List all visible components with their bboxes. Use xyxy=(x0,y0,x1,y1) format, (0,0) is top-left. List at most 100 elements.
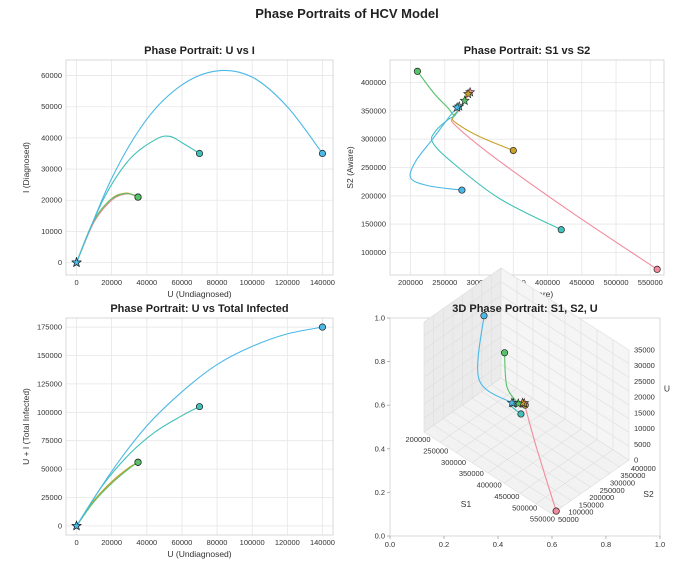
y-axis-label: I (Diagnosed) xyxy=(21,142,31,193)
y-tick-label: 175000 xyxy=(37,323,62,332)
floor-gridline xyxy=(503,429,582,484)
end-marker-traj-5 xyxy=(71,257,82,267)
x-tick-label: 120000 xyxy=(275,278,300,287)
y-tick-label: 125000 xyxy=(37,379,62,388)
s2-tick-label: 150000 xyxy=(579,500,604,509)
plot-frame xyxy=(65,59,334,276)
back-pane-gridline xyxy=(500,308,630,392)
floor-gridline xyxy=(491,384,620,468)
frame-x-tick-label: 0.2 xyxy=(439,540,449,549)
left-pane-gridline xyxy=(423,281,502,336)
y-tick-label: 400000 xyxy=(361,78,386,87)
y-tick-label: 150000 xyxy=(37,351,62,360)
x-tick-label: 100000 xyxy=(240,278,265,287)
start-marker-traj-5 xyxy=(318,323,327,331)
s2-axis-label: S2 xyxy=(643,489,654,499)
y-tick-label: 0 xyxy=(58,521,62,530)
s2-tick-label: 300000 xyxy=(610,479,635,488)
x-tick-label: 40000 xyxy=(136,538,157,547)
panel-3d-s1-s2-u: 0.0 0.2 0.4 0.6 0.8 1.0 0.0 0.2 0.4 0.6 0.8 1.0 2000… xyxy=(375,267,670,549)
frame-y-tick-label: 0.4 xyxy=(375,444,385,453)
x-axis-label: U (Undiagnosed) xyxy=(167,289,231,299)
end-marker-traj-5 xyxy=(71,520,82,531)
s2-tick-label: 50000 xyxy=(558,515,579,524)
start-marker-traj-4 xyxy=(195,149,204,158)
plot-area xyxy=(66,60,333,275)
y-tick-label: 100000 xyxy=(37,408,62,417)
back-pane-gridline xyxy=(500,295,630,378)
start-marker-traj-4 xyxy=(557,226,565,234)
frame-y-tick-label: 0.2 xyxy=(375,488,385,497)
start-marker-3d-traj-3 xyxy=(501,349,509,357)
series-line-traj-1 xyxy=(450,92,658,270)
left-pane-gridline xyxy=(423,322,502,378)
x-tick-label: 80000 xyxy=(207,538,228,547)
u-tick-label: 20000 xyxy=(634,393,655,402)
frame-y-tick-label: 0.6 xyxy=(375,401,385,410)
x-tick-label: 200000 xyxy=(398,278,423,287)
u-tick-label: 5000 xyxy=(634,440,651,449)
series-line-traj-5 xyxy=(409,107,462,191)
x-tick-label: 100000 xyxy=(240,538,265,547)
floor-gridline xyxy=(535,449,614,504)
y-tick-label: 50000 xyxy=(41,102,62,111)
u-tick-label: 25000 xyxy=(634,377,655,386)
start-marker-traj-4 xyxy=(195,403,204,411)
frame-y-tick-label: 0.8 xyxy=(375,357,385,366)
s2-tick-label: 200000 xyxy=(589,493,614,502)
x-tick-label: 250000 xyxy=(432,278,457,287)
panel-title: 3D Phase Portrait: S1, S2, U xyxy=(452,303,598,315)
x-axis-label: U (Undiagnosed) xyxy=(167,549,231,559)
x-tick-label: 0 xyxy=(74,278,78,287)
y-tick-label: 300000 xyxy=(361,135,386,144)
s2-tick-label: 350000 xyxy=(620,471,645,480)
s1-tick-label: 400000 xyxy=(477,481,502,490)
panel-title: Phase Portrait: U vs Total Infected xyxy=(110,303,288,315)
s1-tick-label: 250000 xyxy=(423,446,448,455)
x-tick-label: 0 xyxy=(74,538,78,547)
y-tick-label: 50000 xyxy=(41,465,62,474)
y-tick-label: 150000 xyxy=(361,220,386,229)
x-tick-label: 20000 xyxy=(101,538,122,547)
y-tick-label: 350000 xyxy=(361,106,386,115)
plot-frame xyxy=(65,317,334,536)
x-tick-label: 20000 xyxy=(101,278,122,287)
y-tick-label: 100000 xyxy=(361,248,386,257)
x-tick-label: 140000 xyxy=(310,278,335,287)
end-marker-traj-2 xyxy=(462,88,474,99)
end-marker-traj-3 xyxy=(459,95,470,106)
plot-area xyxy=(66,318,333,535)
x-tick-label: 550000 xyxy=(638,278,663,287)
start-marker-traj-5 xyxy=(458,186,466,194)
x-tick-label: 450000 xyxy=(569,278,594,287)
frame-y-tick-label: 0.0 xyxy=(375,532,385,541)
start-marker-3d-traj-4 xyxy=(517,410,525,418)
panel-title: Phase Portrait: U vs I xyxy=(144,45,255,57)
back-pane-gridline xyxy=(500,281,630,365)
x-tick-label: 60000 xyxy=(172,278,193,287)
y-tick-label: 0 xyxy=(58,258,62,267)
left-pane-gridline xyxy=(423,295,502,350)
y-axis-label: S2 (Aware) xyxy=(345,146,355,189)
s1-tick-label: 450000 xyxy=(494,492,519,501)
u-tick-label: 10000 xyxy=(634,424,655,433)
u-tick-label: 35000 xyxy=(634,346,655,355)
u-tick-label: 30000 xyxy=(634,361,655,370)
y-tick-label: 30000 xyxy=(41,165,62,174)
y-tick-label: 25000 xyxy=(41,493,62,502)
frame-x-tick-label: 1.0 xyxy=(655,540,665,549)
panel-title: Phase Portrait: S1 vs S2 xyxy=(464,45,591,57)
x-tick-label: 60000 xyxy=(172,538,193,547)
s1-tick-label: 200000 xyxy=(405,435,430,444)
plot-frame xyxy=(389,59,665,276)
series-line-traj-5 xyxy=(76,326,323,527)
x-tick-label: 120000 xyxy=(275,538,300,547)
frame-x-tick-label: 0.0 xyxy=(385,540,395,549)
y-axis-label: U + I (Total Infected) xyxy=(21,388,31,465)
series-line-3d-traj-5 xyxy=(477,315,513,404)
start-marker-3d-traj-1 xyxy=(552,507,560,515)
y-tick-label: 20000 xyxy=(41,196,62,205)
x-tick-label: 500000 xyxy=(604,278,629,287)
frame-x-tick-label: 0.6 xyxy=(547,540,557,549)
